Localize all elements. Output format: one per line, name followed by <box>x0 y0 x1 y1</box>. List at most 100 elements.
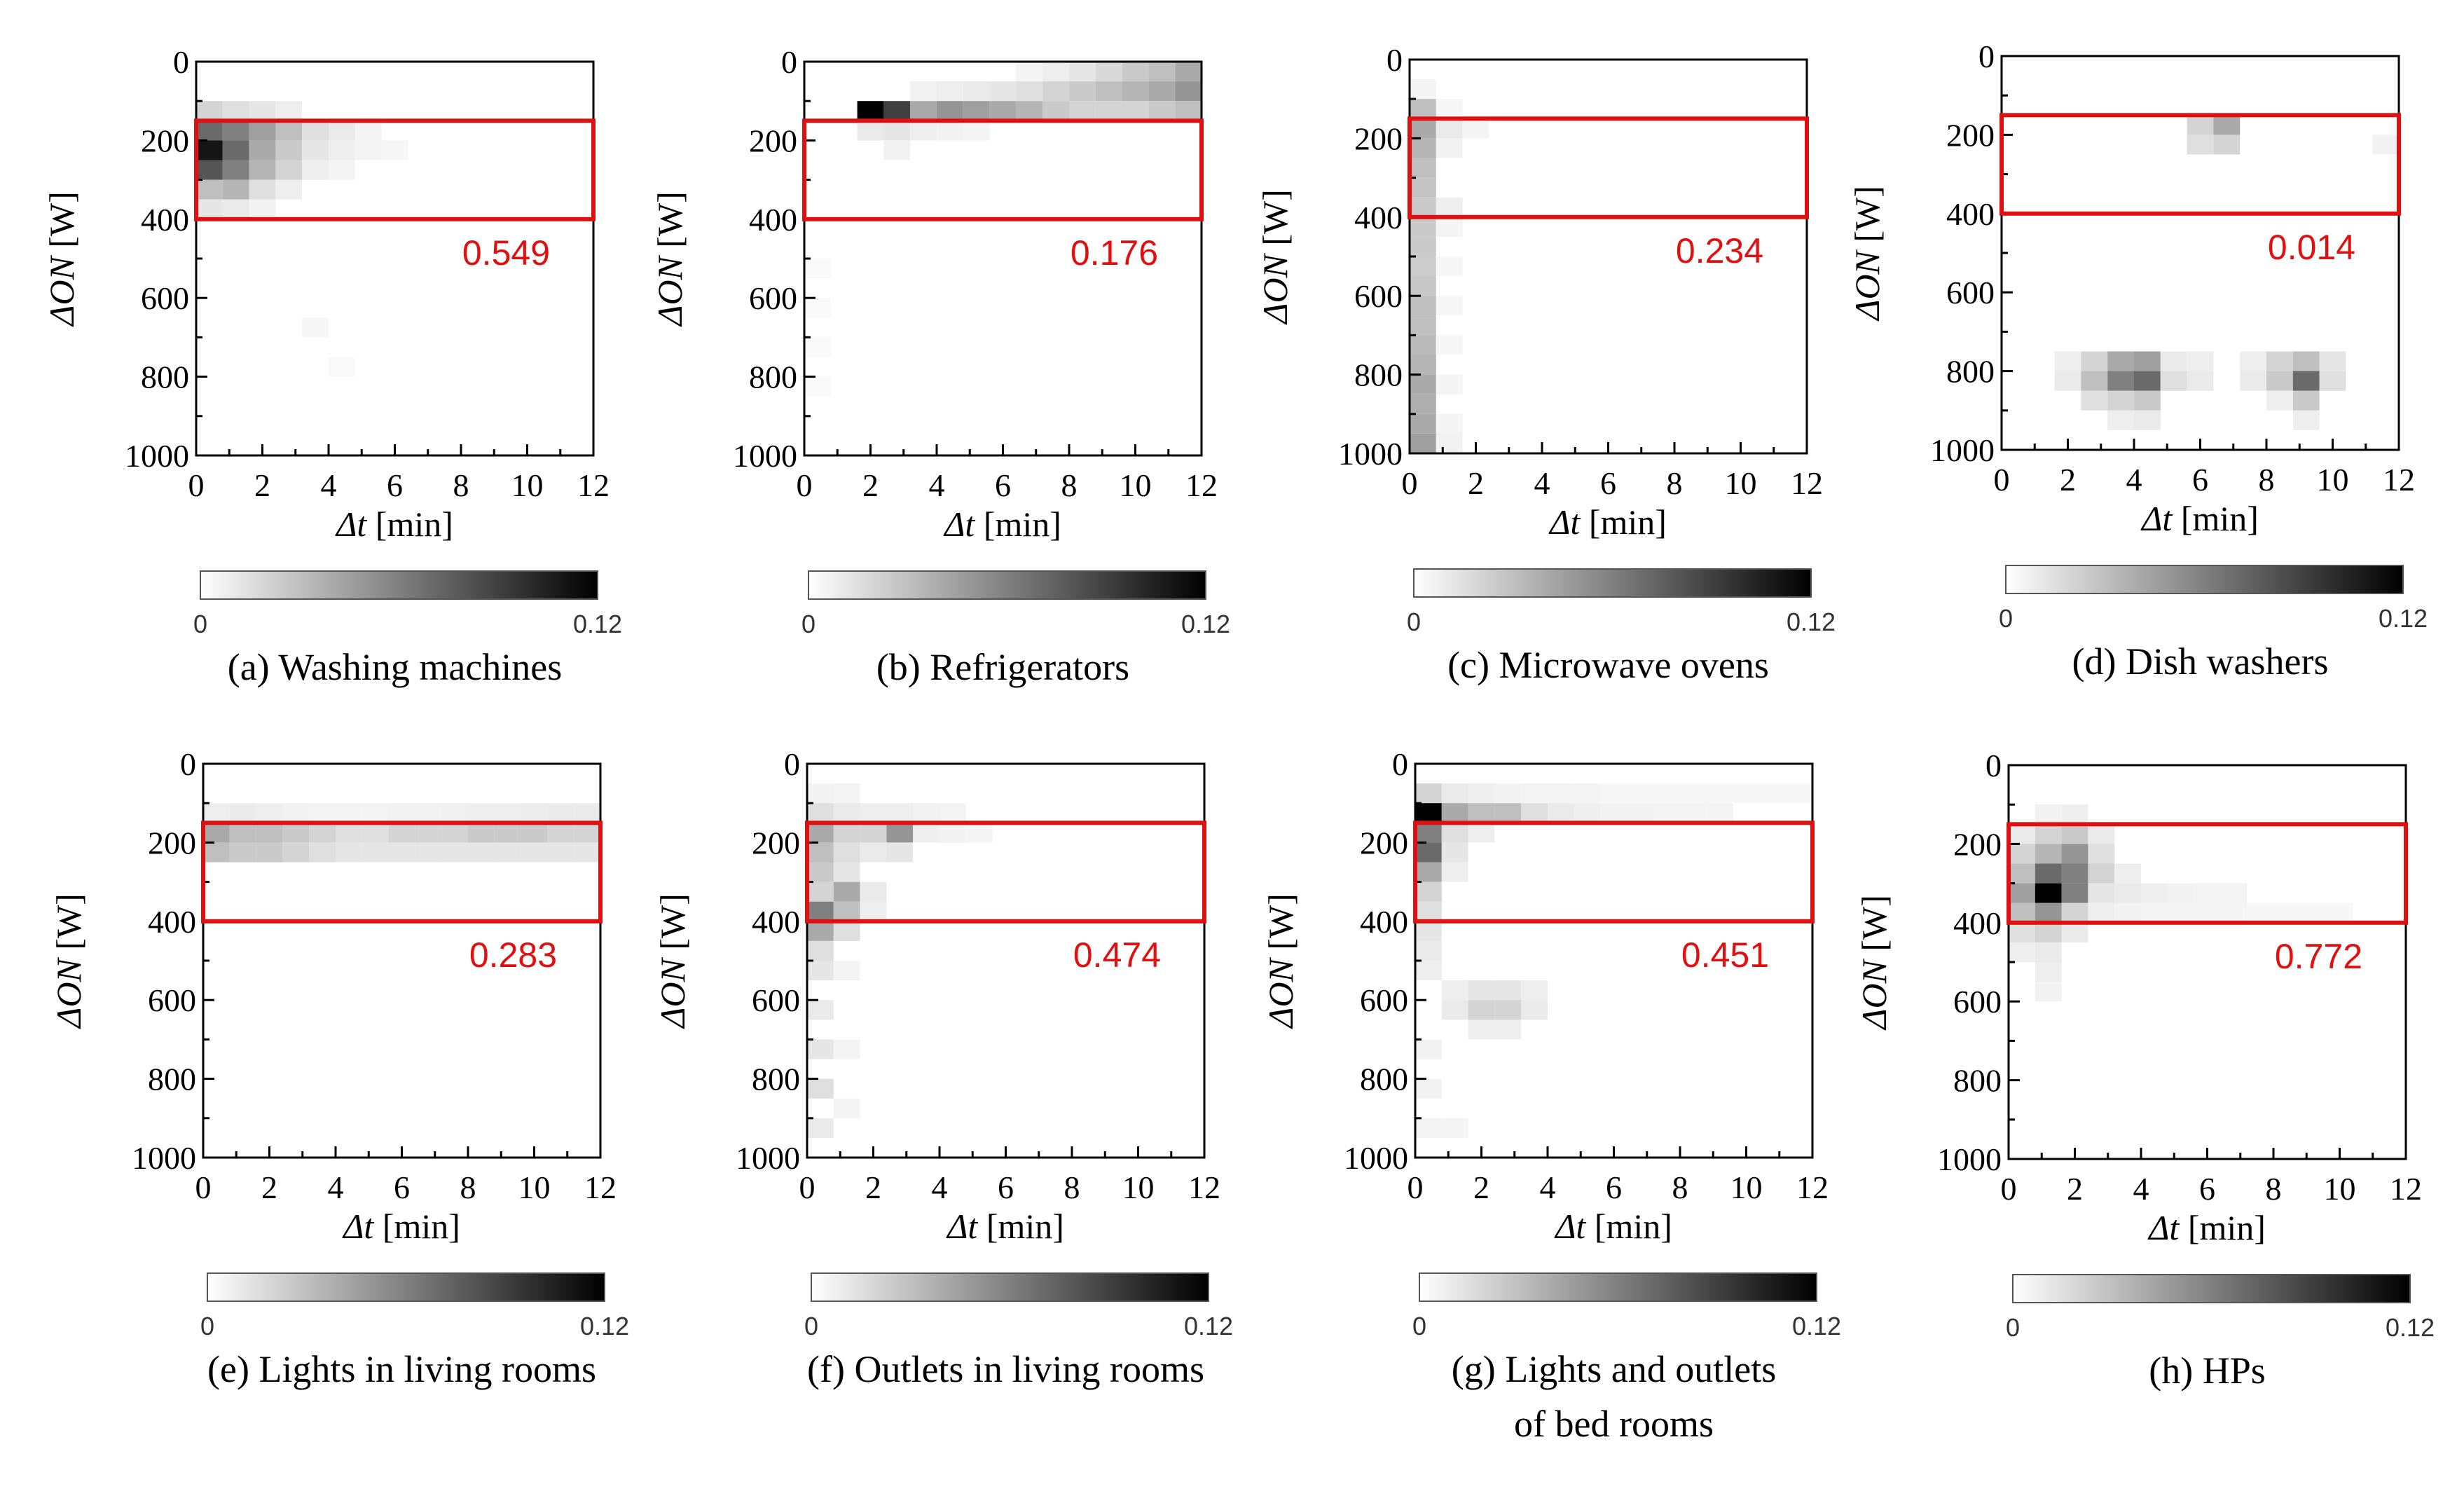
x-axis-label: Δt [min] <box>335 505 453 544</box>
colorbar-min-label: 0 <box>1407 608 1421 636</box>
x-tick-label: 0 <box>1407 1169 1424 1205</box>
heatmap-cell <box>2134 410 2161 430</box>
heatmap-cell <box>547 842 574 863</box>
heatmap-cell <box>229 803 256 823</box>
heatmap-cell <box>860 881 887 902</box>
y-tick-label: 0 <box>781 44 797 80</box>
heatmap-cell <box>1410 158 1436 178</box>
highlight-range-box <box>201 821 603 924</box>
heatmap-cell <box>275 160 303 180</box>
heatmap-cell <box>807 803 834 823</box>
heatmap-cell <box>807 921 834 941</box>
heatmap-cell <box>1016 101 1043 121</box>
heatmap-cell <box>1441 803 1468 823</box>
heatmap-cell <box>203 823 230 843</box>
heatmap-cell <box>937 81 963 102</box>
heatmap-cell <box>910 101 937 121</box>
y-axis-label: ΔON [W] <box>653 893 692 1029</box>
heatmap-cell <box>282 842 310 863</box>
heatmap-cell <box>1415 783 1442 804</box>
y-tick-label: 200 <box>141 123 189 158</box>
heatmap-cell <box>857 101 884 121</box>
x-tick-label: 8 <box>1064 1169 1080 1205</box>
heatmap-cell <box>2035 844 2062 864</box>
y-tick-label: 1000 <box>1344 1140 1408 1176</box>
heatmap-cell <box>1733 783 1760 804</box>
fraction-label: 0.772 <box>2275 937 2362 976</box>
heatmap-cell <box>355 140 382 160</box>
heatmap-cell <box>468 823 495 843</box>
x-tick-label: 12 <box>1185 467 1218 503</box>
heatmap-cell <box>937 121 963 141</box>
heatmap-cell <box>2187 371 2214 391</box>
heatmap-cell <box>1436 433 1463 453</box>
x-tick-label: 10 <box>2317 462 2349 498</box>
x-tick-label: 6 <box>1606 1169 1622 1205</box>
x-tick-label: 8 <box>453 467 469 503</box>
fraction-label: 0.234 <box>1676 231 1763 270</box>
heatmap-cell <box>1441 823 1468 843</box>
heatmap-cell <box>203 842 230 863</box>
heatmap-cell <box>2035 883 2062 903</box>
heatmap-cell <box>860 823 887 843</box>
heatmap-cell <box>1436 197 1463 217</box>
x-tick-label: 8 <box>1667 465 1683 501</box>
heatmap-cell <box>302 160 329 180</box>
heatmap-cell <box>2061 903 2088 923</box>
heatmap-cell <box>1122 101 1149 121</box>
heatmap-cell <box>860 842 887 863</box>
heatmap-cell <box>2194 903 2221 923</box>
x-tick-label: 6 <box>998 1169 1014 1205</box>
highlight-range-box <box>2007 822 2408 925</box>
heatmap-cell <box>2220 883 2248 903</box>
heatmap-cell <box>1016 62 1043 82</box>
x-tick-label: 2 <box>254 467 270 503</box>
heatmap-cell <box>1410 118 1436 139</box>
y-tick-label: 800 <box>1953 1063 2002 1099</box>
heatmap-cell <box>1175 81 1202 102</box>
x-axis-label: Δt [min] <box>2140 499 2259 538</box>
y-tick-label: 800 <box>1354 357 1403 393</box>
heatmap-cell <box>249 179 276 200</box>
heatmap-cell <box>833 823 860 843</box>
heatmap-cell <box>388 803 415 823</box>
heatmap-cell <box>1410 433 1436 453</box>
heatmap-cell <box>2213 135 2241 155</box>
heatmap-cell <box>275 140 303 160</box>
heatmap-cell <box>1759 783 1787 804</box>
heatmap-cell <box>2319 351 2346 371</box>
heatmap-cell <box>302 121 329 141</box>
heatmap-cell <box>2061 824 2088 844</box>
heatmap-cell <box>2035 982 2062 1002</box>
heatmap-cell <box>1548 783 1574 804</box>
heatmap-cell <box>2061 863 2088 884</box>
heatmap-cell <box>1786 783 1812 804</box>
heatmap-cell <box>2081 371 2108 391</box>
heatmap-cell <box>2081 390 2108 411</box>
heatmap-cell <box>1415 901 1442 921</box>
heatmap-cell <box>336 823 362 843</box>
heatmap-cell <box>1653 783 1680 804</box>
panel-caption: (e) Lights in living rooms <box>207 1348 596 1390</box>
x-tick-label: 8 <box>460 1169 476 1205</box>
y-tick-label: 600 <box>1354 278 1403 314</box>
heatmap-cell <box>282 803 310 823</box>
heatmap-cell <box>1095 101 1122 121</box>
heatmap-cell <box>203 803 230 823</box>
x-tick-label: 2 <box>2060 462 2076 498</box>
heatmap-cell <box>1627 783 1654 804</box>
heatmap-cell <box>329 140 355 160</box>
y-tick-label: 400 <box>1946 196 1995 232</box>
heatmap-cell <box>1410 197 1436 217</box>
x-tick-label: 12 <box>2390 1171 2422 1207</box>
heatmap-cell <box>1680 783 1707 804</box>
y-tick-label: 800 <box>141 359 189 395</box>
x-tick-label: 10 <box>1120 467 1152 503</box>
heatmap-cell <box>1494 783 1522 804</box>
heatmap-cell <box>1468 823 1495 843</box>
heatmap-cell <box>1410 99 1436 119</box>
heatmap-cell <box>521 823 548 843</box>
colorbar <box>200 570 598 600</box>
heatmap-cell <box>1600 803 1627 823</box>
